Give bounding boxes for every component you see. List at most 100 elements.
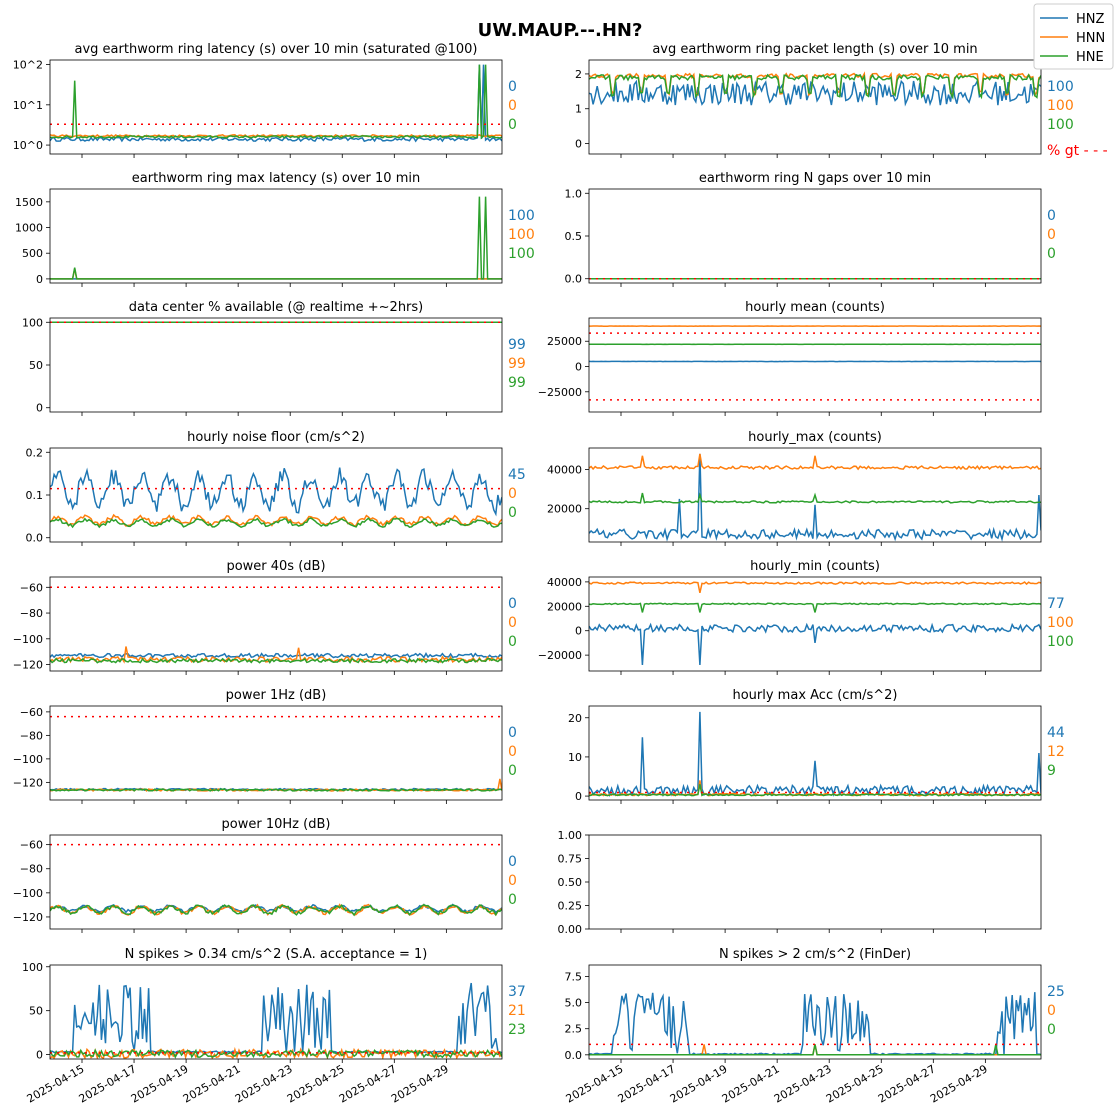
percent-label-hnn: 12 [1047, 744, 1065, 760]
panel-pkt: avg earthworm ring packet length (s) ove… [575, 42, 1108, 159]
y-tick-label: −80 [20, 729, 43, 742]
y-tick-label: 1 [575, 103, 582, 116]
panel-hmin: hourly_min (counts) −20000 0 20000 40000 77 10… [538, 559, 1074, 675]
percent-label-hne: 0 [508, 117, 517, 133]
panel-lat: avg earthworm ring latency (s) over 10 m… [13, 42, 517, 158]
y-tick-label: 0 [36, 1049, 43, 1062]
y-tick-label: 20 [568, 712, 582, 725]
y-tick-label: 1000 [15, 222, 43, 235]
percent-label-hne: 100 [1047, 634, 1074, 650]
x-tick-label: 2025-04-29 [928, 1062, 990, 1105]
percent-label-hne: 0 [508, 505, 517, 521]
y-tick-label: 100 [22, 961, 43, 974]
percent-label-hnz: 0 [508, 854, 517, 870]
percent-label-hne: 23 [508, 1022, 526, 1038]
x-tick-label: 2025-04-21 [720, 1062, 782, 1105]
percent-label-hne: 0 [508, 763, 517, 779]
y-tick-label: 0.25 [558, 900, 583, 913]
panel-grid: avg earthworm ring latency (s) over 10 m… [13, 42, 1108, 1106]
legend-box [1033, 3, 1114, 70]
y-tick-label: 2.5 [565, 1023, 583, 1036]
panel-title: avg earthworm ring latency (s) over 10 m… [75, 42, 478, 57]
y-tick-label: −100 [13, 753, 43, 766]
y-tick-label: 40000 [547, 576, 582, 589]
percent-label-hnz: 0 [1047, 208, 1056, 224]
figure-title: UW.MAUP.--.HN? [478, 20, 643, 41]
y-tick-label: −100 [13, 633, 43, 646]
percent-label-hnz: 45 [508, 467, 526, 483]
panel-title: earthworm ring N gaps over 10 min [699, 171, 931, 186]
plot-area [50, 467, 502, 529]
x-tick-label: 2025-04-23 [772, 1062, 834, 1105]
legend-label-hnz: HNZ [1076, 12, 1105, 27]
y-tick-label: 10^0 [13, 139, 43, 152]
percent-gt-label: % gt - - - [1047, 143, 1108, 159]
x-tick-label: 2025-04-17 [77, 1062, 139, 1105]
y-tick-label: 1500 [15, 196, 43, 209]
series-line-HNE [589, 492, 1041, 504]
y-tick-label: −120 [13, 911, 43, 924]
percent-label-hne: 0 [1047, 1022, 1056, 1038]
legend-label-hne: HNE [1076, 50, 1104, 65]
plot-area [589, 711, 1041, 798]
y-tick-label: −60 [20, 706, 43, 719]
panel-title: hourly noise floor (cm/s^2) [187, 430, 365, 445]
percent-label-hnz: 37 [508, 984, 526, 1000]
percent-label-hnn: 0 [508, 98, 517, 114]
percent-label-hnz: 44 [1047, 725, 1065, 741]
percent-label-hnz: 77 [1047, 596, 1065, 612]
panel-sp034: N spikes > 0.34 cm/s^2 (S.A. acceptance … [22, 947, 526, 1106]
axes-frame [49, 834, 503, 930]
y-tick-label: 20000 [547, 600, 582, 613]
series-line-HNE [50, 196, 502, 280]
x-tick-label: 2025-04-29 [389, 1062, 451, 1105]
y-tick-label: 0 [575, 790, 582, 803]
axes-frame [49, 576, 503, 672]
percent-label-hne: 100 [508, 246, 535, 262]
percent-label-hnz: 100 [1047, 79, 1074, 95]
percent-label-hne: 0 [1047, 246, 1056, 262]
series-line-HNE [589, 784, 1041, 797]
series-line-HNZ [50, 64, 502, 143]
series-line-HNE [50, 903, 502, 917]
x-tick-label: 2025-04-15 [564, 1062, 626, 1105]
percent-label-hne: 0 [508, 892, 517, 908]
y-tick-label: 0.2 [26, 446, 44, 459]
series-line-HNZ [589, 711, 1041, 798]
plot-area [589, 992, 1041, 1056]
panel-title: power 1Hz (dB) [226, 688, 327, 703]
legend-label-hnn: HNN [1076, 31, 1105, 46]
series-line-HNE [50, 1048, 502, 1059]
plot-area [589, 453, 1041, 542]
y-tick-label: 0 [575, 361, 582, 374]
x-tick-label: 2025-04-27 [337, 1062, 399, 1105]
axes-frame [588, 834, 1042, 930]
legend: HNZ HNN HNE [1033, 3, 1114, 70]
plot-area [589, 581, 1041, 665]
percent-label-hnn: 0 [508, 744, 517, 760]
percent-label-hne: 0 [508, 634, 517, 650]
panel-p40: power 40s (dB) −120 −100 −80 −60 0 0 0 [13, 559, 517, 675]
x-tick-label: 2025-04-27 [876, 1062, 938, 1105]
series-line-HNZ [50, 467, 502, 517]
series-line-HNN [50, 268, 502, 280]
panel-title: N spikes > 0.34 cm/s^2 (S.A. acceptance … [125, 947, 428, 962]
percent-label-hnz: 0 [508, 596, 517, 612]
axes-frame [49, 59, 503, 155]
y-tick-label: 7.5 [565, 970, 583, 983]
panel-title: N spikes > 2 cm/s^2 (FinDer) [719, 947, 911, 962]
axes-frame [588, 705, 1042, 801]
panel-noise: hourly noise floor (cm/s^2) 0.0 0.1 0.2 45 0 0 [26, 430, 526, 546]
y-tick-label: 10 [568, 751, 582, 764]
axes-frame [49, 705, 503, 801]
y-tick-label: −60 [20, 581, 43, 594]
y-tick-label: 0.00 [558, 923, 583, 936]
plot-area [50, 982, 502, 1059]
y-tick-label: 0 [575, 138, 582, 151]
panel-p1: power 1Hz (dB) −120 −100 −80 −60 0 0 0 [13, 688, 517, 804]
y-tick-label: −120 [13, 659, 43, 672]
y-tick-label: 1.00 [558, 829, 583, 842]
y-tick-label: 0.0 [26, 532, 44, 545]
plot-area [50, 586, 502, 664]
